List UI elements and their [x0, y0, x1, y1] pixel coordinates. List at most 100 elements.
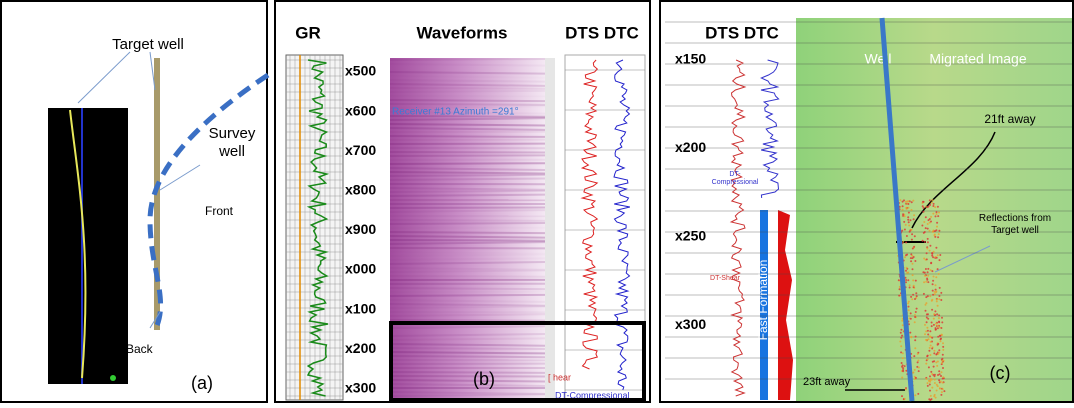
- reflection-dot: [930, 341, 932, 343]
- reflection-dot: [937, 305, 939, 307]
- reflection-dot: [938, 370, 940, 372]
- reflection-dot: [942, 367, 944, 369]
- reflection-dot: [930, 269, 932, 271]
- reflection-dot: [938, 321, 940, 323]
- reflection-dot: [907, 272, 909, 274]
- scroll: [545, 58, 555, 400]
- reflection-dot: [930, 345, 932, 347]
- reflection-dot: [924, 241, 926, 243]
- reflection-dot: [927, 385, 929, 387]
- reflection-dot: [936, 384, 938, 386]
- reflection-dot: [935, 291, 937, 293]
- stripe: [390, 372, 545, 373]
- stripe: [390, 232, 545, 233]
- reflection-dot: [901, 362, 903, 364]
- reflection-dot: [914, 321, 916, 323]
- reflection-dot: [937, 206, 939, 208]
- reflection-dot: [938, 349, 940, 351]
- reflection-dot: [934, 375, 936, 377]
- reflection-dot: [942, 360, 944, 362]
- reflection-dot: [905, 224, 907, 226]
- reflection-dot: [927, 275, 929, 277]
- reflection-dot: [932, 294, 934, 296]
- reflection-dot: [935, 247, 937, 249]
- reflection-dot: [918, 370, 920, 372]
- reflection-dot: [930, 216, 932, 218]
- reflection-dot: [941, 358, 943, 360]
- depth-label: x150: [675, 51, 706, 67]
- reflection-dot: [899, 341, 901, 343]
- reflection-dot: [900, 351, 902, 353]
- reflection-dot: [902, 364, 904, 366]
- reflection-dot: [922, 201, 924, 203]
- reflection-dot: [932, 213, 934, 215]
- reflection-dot: [927, 295, 929, 297]
- reflection-dot: [903, 221, 905, 223]
- reflection-dot: [926, 317, 928, 319]
- stripe: [390, 320, 545, 321]
- reflection-dot: [900, 337, 902, 339]
- reflection-dot: [910, 318, 912, 320]
- reflection-dot: [916, 308, 918, 310]
- reflection-dot: [942, 378, 944, 380]
- reflection-dot: [902, 205, 904, 207]
- reflection-dot: [921, 225, 923, 227]
- reflection-dot: [908, 309, 910, 311]
- reflection-dot: [924, 275, 926, 277]
- reflection-dot: [937, 215, 939, 217]
- reflection-dot: [940, 381, 942, 383]
- reflection-dot: [936, 313, 938, 315]
- reflection-dot: [914, 314, 916, 316]
- reflection-dot: [933, 318, 935, 320]
- reflection-dot: [917, 393, 919, 395]
- label: Fast Formation: [756, 260, 770, 341]
- reflection-dot: [927, 358, 929, 360]
- reflection-dot: [934, 230, 936, 232]
- depth-label: x000: [345, 261, 376, 277]
- track-title: DTS DTC: [565, 23, 639, 42]
- reflection-dot: [915, 377, 917, 379]
- reflection-dot: [901, 395, 903, 397]
- reflection-dot: [901, 230, 903, 232]
- reflection-dot: [911, 233, 913, 235]
- reflection-dot: [901, 335, 903, 337]
- reflection-dot: [926, 339, 928, 341]
- reflection-dot: [914, 339, 916, 341]
- reflection-dot: [927, 281, 929, 283]
- reflection-dot: [910, 260, 912, 262]
- reflection-dot: [931, 202, 933, 204]
- label: Target well: [112, 36, 184, 53]
- reflection-dot: [928, 366, 930, 368]
- reflection-dot: [908, 212, 910, 214]
- panel-label: (b): [473, 369, 495, 389]
- reflection-dot: [927, 355, 929, 357]
- stripe: [390, 88, 545, 89]
- stripe: [390, 175, 545, 176]
- reflection-dot: [926, 279, 928, 281]
- reflection-dot: [923, 232, 925, 234]
- depth-label: x200: [345, 340, 376, 356]
- reflection-dot: [935, 276, 937, 278]
- stripe: [390, 295, 545, 296]
- stripe: [390, 104, 545, 105]
- reflection-dot: [933, 352, 935, 354]
- reflection-dot: [908, 306, 910, 308]
- reflection-dot: [936, 390, 938, 392]
- reflection-dot: [915, 336, 917, 338]
- reflection-dot: [904, 215, 906, 217]
- reflection-dot: [922, 271, 924, 273]
- reflection-dot: [929, 245, 931, 247]
- reflection-dot: [929, 199, 931, 201]
- reflection-dot: [931, 255, 933, 257]
- reflection-dot: [936, 300, 938, 302]
- reflection-dot: [925, 330, 927, 332]
- reflection-dot: [935, 215, 937, 217]
- reflection-dot: [914, 260, 916, 262]
- stripe: [390, 191, 545, 192]
- reflection-dot: [913, 256, 915, 258]
- depth-label: x300: [345, 380, 376, 396]
- reflection-dot: [905, 242, 907, 244]
- reflection-dot: [927, 271, 929, 273]
- label: DT-Shear: [710, 275, 741, 282]
- reflection-dot: [932, 199, 934, 201]
